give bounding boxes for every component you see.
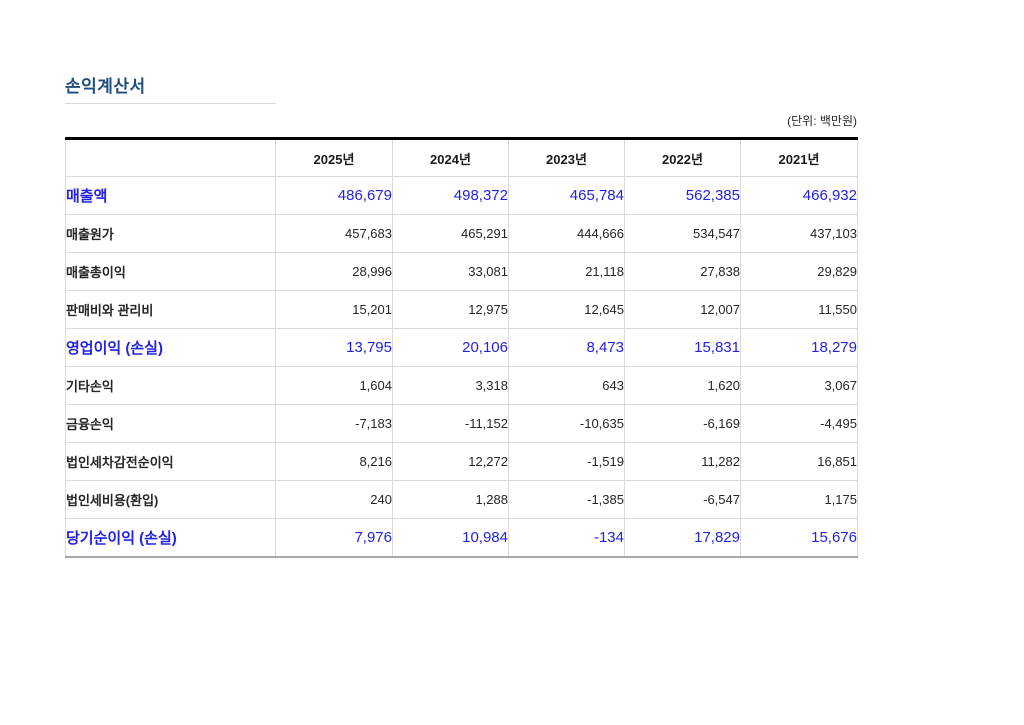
cell-value: 11,282 xyxy=(624,442,741,481)
row-label: 판매비와 관리비 xyxy=(65,290,276,329)
row-label: 매출액 xyxy=(65,176,276,215)
cell-value: 10,984 xyxy=(392,518,509,558)
table-row-income-tax: 법인세비용(환입) 240 1,288 -1,385 -6,547 1,175 xyxy=(65,480,858,519)
cell-value: 12,272 xyxy=(392,442,509,481)
cell-value: 15,676 xyxy=(740,518,858,558)
cell-value: -10,635 xyxy=(508,404,625,443)
cell-value: 240 xyxy=(275,480,393,519)
row-label: 당기순이익 (손실) xyxy=(65,518,276,558)
cell-value: 15,201 xyxy=(275,290,393,329)
cell-value: 12,975 xyxy=(392,290,509,329)
header-year: 2024년 xyxy=(392,138,509,177)
cell-value: 8,473 xyxy=(508,328,625,367)
cell-value: -4,495 xyxy=(740,404,858,443)
header-year: 2022년 xyxy=(624,138,741,177)
row-label: 금융손익 xyxy=(65,404,276,443)
table-row-pretax-income: 법인세차감전순이익 8,216 12,272 -1,519 11,282 16,… xyxy=(65,442,858,481)
row-label: 기타손익 xyxy=(65,366,276,405)
table-row-financial-income: 금융손익 -7,183 -11,152 -10,635 -6,169 -4,49… xyxy=(65,404,858,443)
cell-value: 21,118 xyxy=(508,252,625,291)
cell-value: 1,620 xyxy=(624,366,741,405)
row-label: 매출원가 xyxy=(65,214,276,253)
row-label: 매출총이익 xyxy=(65,252,276,291)
cell-value: 27,838 xyxy=(624,252,741,291)
cell-value: 33,081 xyxy=(392,252,509,291)
cell-value: -1,385 xyxy=(508,480,625,519)
cell-value: 534,547 xyxy=(624,214,741,253)
header-label-cell xyxy=(65,138,276,177)
table-header-row: 2025년 2024년 2023년 2022년 2021년 xyxy=(65,138,858,177)
cell-value: 465,291 xyxy=(392,214,509,253)
cell-value: -6,547 xyxy=(624,480,741,519)
cell-value: 1,604 xyxy=(275,366,393,405)
table-row-other-income: 기타손익 1,604 3,318 643 1,620 3,067 xyxy=(65,366,858,405)
cell-value: 3,067 xyxy=(740,366,858,405)
cell-value: 13,795 xyxy=(275,328,393,367)
cell-value: 437,103 xyxy=(740,214,858,253)
cell-value: 486,679 xyxy=(275,176,393,215)
table-row-net-income: 당기순이익 (손실) 7,976 10,984 -134 17,829 15,6… xyxy=(65,518,858,558)
cell-value: 562,385 xyxy=(624,176,741,215)
cell-value: 498,372 xyxy=(392,176,509,215)
header-year: 2025년 xyxy=(275,138,393,177)
row-label: 영업이익 (손실) xyxy=(65,328,276,367)
cell-value: 20,106 xyxy=(392,328,509,367)
header-year: 2023년 xyxy=(508,138,625,177)
cell-value: 11,550 xyxy=(740,290,858,329)
cell-value: 444,666 xyxy=(508,214,625,253)
cell-value: 29,829 xyxy=(740,252,858,291)
cell-value: 8,216 xyxy=(275,442,393,481)
cell-value: -6,169 xyxy=(624,404,741,443)
cell-value: 12,007 xyxy=(624,290,741,329)
table-row-gross-profit: 매출총이익 28,996 33,081 21,118 27,838 29,829 xyxy=(65,252,858,291)
cell-value: 457,683 xyxy=(275,214,393,253)
cell-value: 466,932 xyxy=(740,176,858,215)
cell-value: 15,831 xyxy=(624,328,741,367)
cell-value: 643 xyxy=(508,366,625,405)
table-row-sga: 판매비와 관리비 15,201 12,975 12,645 12,007 11,… xyxy=(65,290,858,329)
cell-value: 12,645 xyxy=(508,290,625,329)
cell-value: 7,976 xyxy=(275,518,393,558)
table-row-revenue: 매출액 486,679 498,372 465,784 562,385 466,… xyxy=(65,176,858,215)
cell-value: 17,829 xyxy=(624,518,741,558)
cell-value: 28,996 xyxy=(275,252,393,291)
cell-value: -134 xyxy=(508,518,625,558)
table-row-cost-of-sales: 매출원가 457,683 465,291 444,666 534,547 437… xyxy=(65,214,858,253)
unit-note: (단위: 백만원) xyxy=(787,114,857,128)
cell-value: 1,288 xyxy=(392,480,509,519)
page-title: 손익계산서 xyxy=(65,77,146,96)
header-year: 2021년 xyxy=(740,138,858,177)
table-row-operating-income: 영업이익 (손실) 13,795 20,106 8,473 15,831 18,… xyxy=(65,328,858,367)
cell-value: 465,784 xyxy=(508,176,625,215)
row-label: 법인세비용(환입) xyxy=(65,480,276,519)
cell-value: -11,152 xyxy=(392,404,509,443)
title-underline xyxy=(65,103,276,104)
cell-value: 16,851 xyxy=(740,442,858,481)
cell-value: 18,279 xyxy=(740,328,858,367)
cell-value: 1,175 xyxy=(740,480,858,519)
cell-value: -7,183 xyxy=(275,404,393,443)
row-label: 법인세차감전순이익 xyxy=(65,442,276,481)
cell-value: -1,519 xyxy=(508,442,625,481)
income-statement-table: 2025년 2024년 2023년 2022년 2021년 매출액 486,67… xyxy=(65,137,858,558)
cell-value: 3,318 xyxy=(392,366,509,405)
